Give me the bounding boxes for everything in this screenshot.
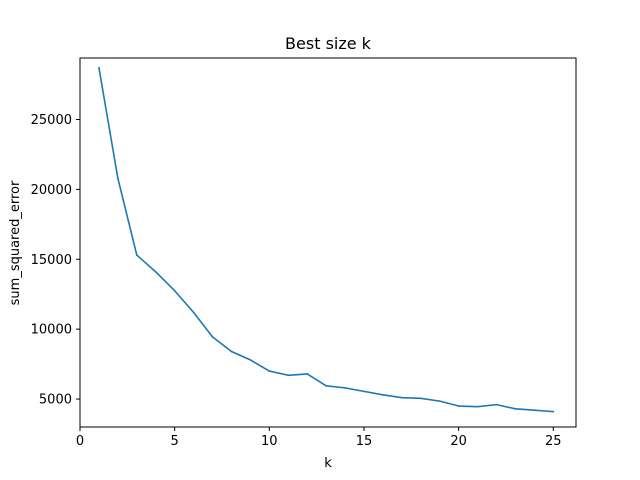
series-layer <box>98 66 555 413</box>
y-tick-label: 10000 <box>31 323 72 338</box>
y-tick-label: 20000 <box>31 183 72 198</box>
data-point <box>400 396 403 399</box>
x-tick-label: 0 <box>76 434 84 449</box>
data-point <box>533 409 536 412</box>
data-point <box>419 397 422 400</box>
data-point <box>495 403 498 406</box>
data-point <box>363 390 365 393</box>
plot-frame <box>79 57 577 428</box>
data-point <box>552 410 555 413</box>
data-point <box>154 270 157 273</box>
data-point <box>287 374 290 377</box>
data-point <box>230 350 233 353</box>
data-point <box>249 359 252 361</box>
y-tick-label: 15000 <box>31 253 72 268</box>
data-point <box>98 66 100 69</box>
data-point <box>135 254 138 256</box>
y-tick-label: 25000 <box>31 113 72 128</box>
data-point <box>457 405 460 407</box>
data-point <box>268 370 271 372</box>
data-point <box>514 407 517 410</box>
y-tick-label: 5000 <box>39 393 72 408</box>
x-tick-label: 15 <box>356 434 373 449</box>
data-point <box>211 335 214 338</box>
x-axis: 0 5 10 15 20 25 <box>76 427 562 449</box>
data-point <box>173 289 176 292</box>
data-point <box>325 384 328 387</box>
data-point <box>476 405 479 408</box>
chart-title: Best size k <box>285 34 372 53</box>
x-axis-label: k <box>324 456 332 471</box>
data-point <box>306 372 309 375</box>
data-point <box>192 311 195 314</box>
x-tick-label: 25 <box>545 434 562 449</box>
y-axis-label: sum_squared_error <box>8 180 23 305</box>
x-tick-label: 10 <box>261 434 278 449</box>
y-axis: 5000 10000 15000 20000 25000 <box>31 113 80 408</box>
data-point <box>116 177 119 180</box>
data-point <box>382 393 384 396</box>
x-tick-label: 20 <box>450 434 467 449</box>
x-tick-label: 5 <box>171 434 179 449</box>
data-point <box>344 386 346 389</box>
data-point <box>438 400 441 403</box>
series-line <box>98 67 554 413</box>
